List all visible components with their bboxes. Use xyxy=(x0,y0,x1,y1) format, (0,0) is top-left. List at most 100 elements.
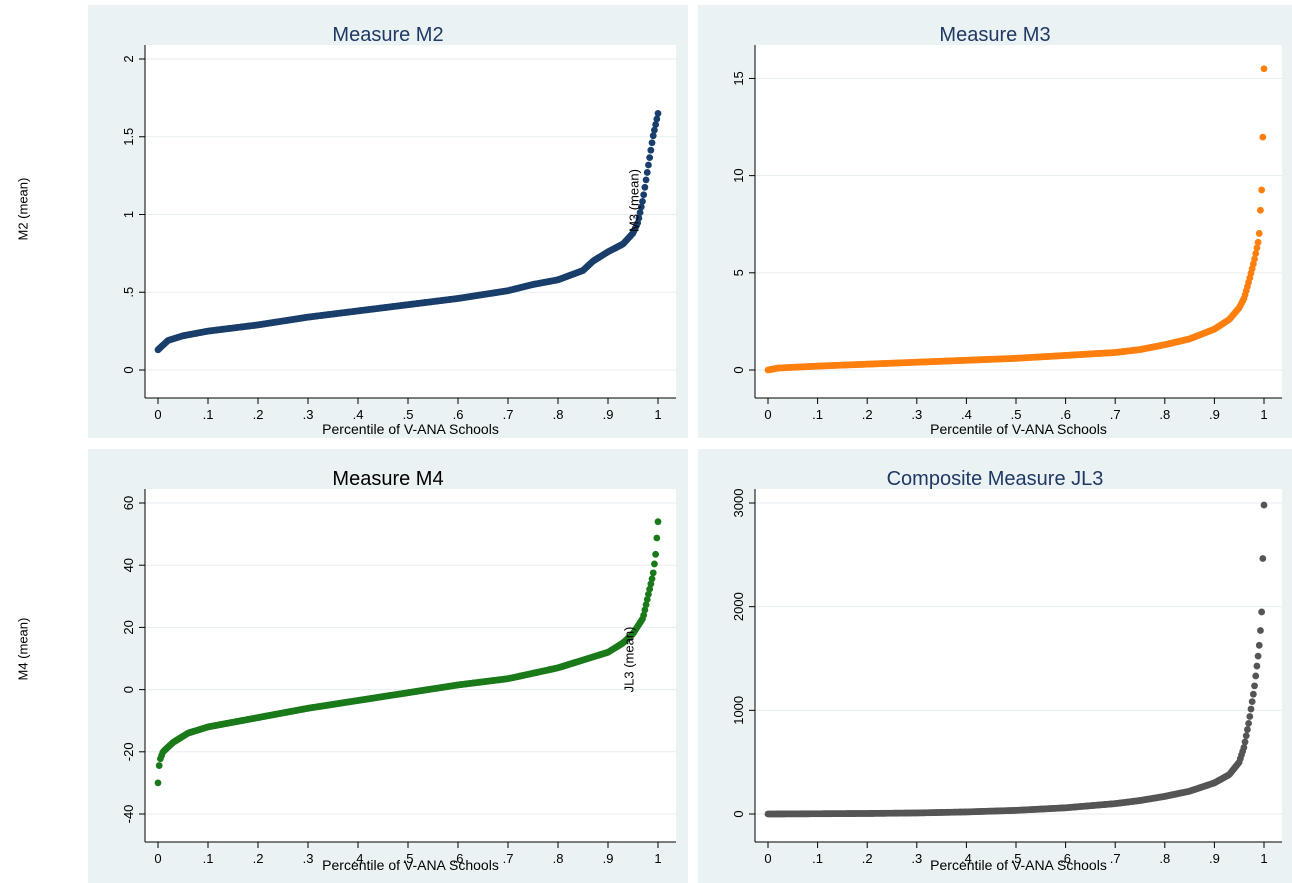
data-point xyxy=(654,518,662,526)
data-point xyxy=(651,560,658,568)
chart-title: Measure M2 xyxy=(332,24,443,46)
data-point xyxy=(647,580,655,588)
m4-outer-ylabel: M4 (mean) xyxy=(15,617,31,681)
x-tick-label: 1 xyxy=(654,407,661,422)
data-point xyxy=(640,191,648,199)
y-tick-label: 0 xyxy=(731,810,746,817)
data-point xyxy=(1249,690,1257,698)
data-point xyxy=(653,115,661,123)
x-tick-label: .3 xyxy=(303,407,314,422)
panel-jl3: Composite Measure JL3 0 1000 2000 3000 0 .1 .2.… xyxy=(698,449,1292,883)
x-axis-label: Percentile of V-ANA Schools xyxy=(322,857,499,873)
x-tick-label: .6 xyxy=(1060,851,1071,866)
data-point xyxy=(1255,230,1263,237)
data-point xyxy=(1251,255,1258,263)
data-point xyxy=(1240,744,1248,751)
data-point xyxy=(1258,186,1266,194)
data-point xyxy=(1253,662,1261,670)
data-point xyxy=(636,209,644,216)
x-tick-label: .4 xyxy=(961,407,972,422)
y-tick-label: -20 xyxy=(121,742,136,761)
y-tick-label: 1 xyxy=(121,211,136,218)
y-tick-label: 1000 xyxy=(731,696,746,725)
data-point xyxy=(640,611,648,619)
data-point xyxy=(1260,65,1268,73)
y-tick-label: 60 xyxy=(121,496,136,510)
data-point xyxy=(1252,672,1260,680)
data-point xyxy=(154,779,162,787)
plot-area xyxy=(145,489,676,842)
x-tick-label: 0 xyxy=(764,851,771,866)
x-tick-label: .2 xyxy=(862,851,873,866)
y-tick-label: 40 xyxy=(121,558,136,572)
y-tick-label: 2000 xyxy=(731,592,746,621)
x-tick-label: .3 xyxy=(911,407,922,422)
x-tick-label: .8 xyxy=(553,851,564,866)
data-point xyxy=(642,176,650,184)
plot-area xyxy=(145,45,676,398)
plot-area xyxy=(755,45,1282,398)
data-point xyxy=(639,197,646,205)
data-point xyxy=(155,762,163,769)
x-tick-label: .7 xyxy=(503,407,514,422)
data-point xyxy=(1251,682,1258,690)
panel-m2: Measure M2 0 .5 1 1.5 2 0 .1 .2 .3 .4 .5 .6 .7 .8 .9 1 Pe… xyxy=(88,5,688,438)
data-point xyxy=(635,214,643,222)
chart-jl3: Composite Measure JL3 0 1000 2000 3000 0 .1 .2.… xyxy=(731,468,1282,873)
plot-area xyxy=(755,489,1282,842)
x-tick-label: .6 xyxy=(453,851,464,866)
x-tick-label: .5 xyxy=(403,851,414,866)
x-tick-label: .1 xyxy=(812,407,823,422)
y-tick-label: 20 xyxy=(121,620,136,634)
data-point xyxy=(641,183,649,191)
data-point xyxy=(1245,719,1253,727)
y-tick-label: 0 xyxy=(121,366,136,373)
data-point xyxy=(654,110,662,117)
data-point xyxy=(1254,652,1262,660)
data-point xyxy=(1252,250,1260,257)
x-tick-label: .9 xyxy=(603,851,614,866)
data-point xyxy=(637,203,645,211)
x-tick-label: .9 xyxy=(1209,851,1220,866)
data-point xyxy=(645,161,652,169)
data-point xyxy=(1257,206,1264,214)
x-tick-label: .9 xyxy=(1209,407,1220,422)
data-point xyxy=(1248,698,1256,706)
x-tick-label: .4 xyxy=(961,851,972,866)
x-tick-label: .2 xyxy=(862,407,873,422)
m3-inner-ylabel: M3 (mean) xyxy=(626,169,642,232)
x-tick-label: .7 xyxy=(1110,851,1121,866)
chart-m4: Measure M4 -40 -20 0 20 40 60 0 .1 .2 .3 .4 .5 .6 .7 .8… xyxy=(121,468,676,873)
data-point xyxy=(1246,713,1254,720)
data-point xyxy=(1247,705,1255,713)
y-tick-label: 1.5 xyxy=(121,128,136,146)
data-point xyxy=(643,596,651,603)
data-point xyxy=(643,169,651,176)
data-point xyxy=(1257,627,1264,634)
x-axis-label: Percentile of V-ANA Schools xyxy=(930,421,1107,437)
x-tick-label: .4 xyxy=(353,407,364,422)
data-point xyxy=(642,601,650,609)
data-point xyxy=(1241,738,1249,746)
data-point xyxy=(1255,641,1263,649)
x-tick-label: .3 xyxy=(303,851,314,866)
data-point xyxy=(1254,238,1262,246)
data-point xyxy=(648,575,656,583)
x-tick-label: .1 xyxy=(812,851,823,866)
x-tick-label: .5 xyxy=(1011,851,1022,866)
data-point xyxy=(641,606,649,614)
x-tick-label: .3 xyxy=(911,851,922,866)
data-point xyxy=(647,146,655,154)
y-tick-label: 0 xyxy=(121,686,136,693)
x-tick-label: 0 xyxy=(764,407,771,422)
y-tick-label: .5 xyxy=(121,287,136,298)
x-tick-label: 0 xyxy=(154,407,161,422)
data-point xyxy=(652,121,660,128)
y-tick-label: 5 xyxy=(731,269,746,276)
data-point xyxy=(648,139,656,147)
data-point xyxy=(653,534,661,542)
panel-m4: Measure M4 -40 -20 0 20 40 60 0 .1 .2 .3 .4 .5 .6 .7 .8… xyxy=(88,449,688,883)
data-point xyxy=(1244,726,1251,733)
y-tick-label: 0 xyxy=(731,366,746,373)
data-point xyxy=(1258,608,1266,616)
